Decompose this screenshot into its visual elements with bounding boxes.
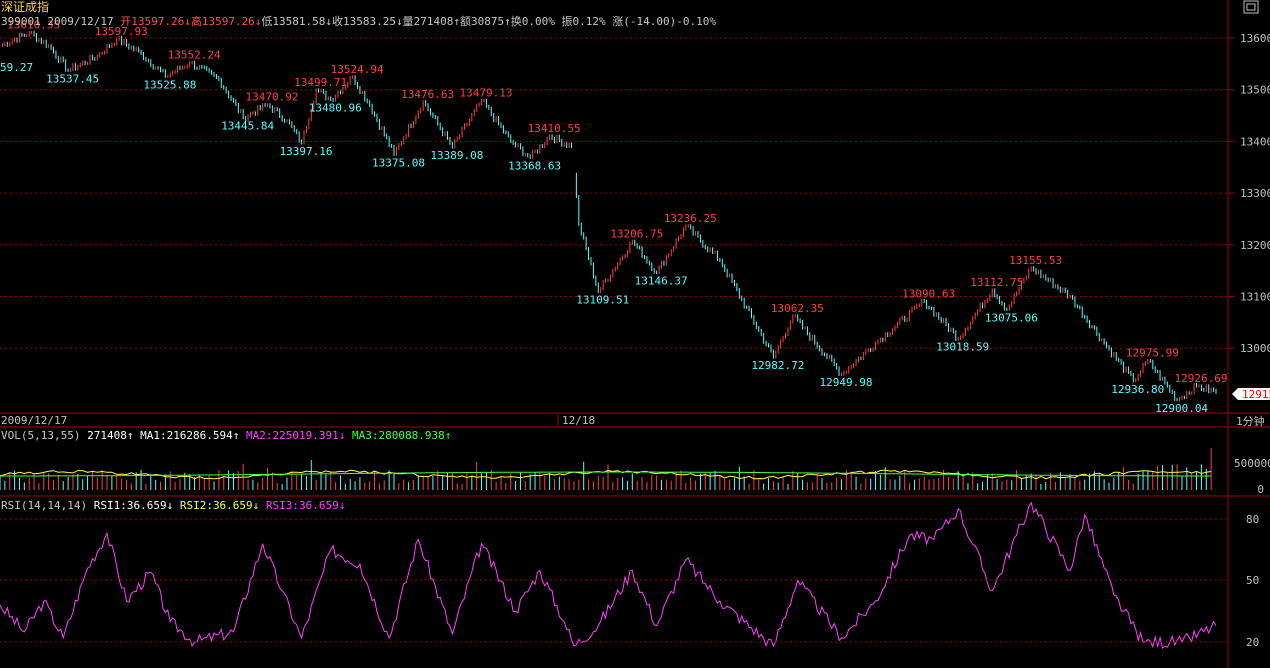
header-info-item: 低13581.58↓ (261, 15, 332, 28)
price-extreme-label: 13375.08 (372, 156, 425, 169)
price-extreme-label: 13479.13 (460, 86, 513, 99)
header-info-item: 振0.12% (562, 14, 613, 28)
volume-series (0, 448, 1212, 490)
price-extreme-label: 13525.88 (143, 78, 196, 91)
price-extreme-label: 13410.55 (528, 122, 581, 135)
header-info-item: 高13597.26↓ (191, 14, 262, 28)
price-extreme-label: 12982.72 (751, 359, 804, 372)
vol-tick-high: 500000 (1234, 457, 1270, 470)
period-label[interactable]: 1分钟 (1236, 414, 1265, 428)
price-extreme-label: 13146.37 (635, 275, 688, 288)
header-info-item: 开13597.26↓ (120, 15, 191, 28)
price-tick-label: 13400 (1240, 135, 1270, 148)
price-extreme-label: 13206.75 (610, 227, 663, 240)
price-extreme-label: 12975.99 (1126, 347, 1179, 360)
price-extreme-label: 13610.35 (7, 19, 60, 32)
price-tick-label: 13300 (1240, 187, 1270, 200)
price-tick-label: 13500 (1240, 84, 1270, 97)
price-series (1, 30, 1217, 402)
rsi-tick-20: 20 (1246, 636, 1259, 649)
vol-indicator-item: MA1:216286.594↑ (133, 429, 239, 442)
price-extreme-label: 12900.04 (1155, 402, 1208, 415)
header-info-line: 399001 2009/12/17 开13597.26↓高13597.26↓低1… (1, 14, 716, 28)
current-price-value: 12915 (1242, 388, 1270, 401)
price-extreme-label: 13389.08 (430, 149, 483, 162)
vol-indicator-item: 271408↑ (87, 429, 133, 442)
rsi-tick-80: 80 (1246, 513, 1259, 526)
price-extreme-label: 13476.63 (401, 88, 454, 101)
rsi-indicator-item: RSI(14,14,14) (1, 499, 94, 512)
rsi-tick-50: 50 (1246, 574, 1259, 587)
time-label-mid: 12/18 (562, 414, 595, 427)
vol-indicator-item: MA3:280088.938↑ (345, 429, 451, 442)
price-tick-label: 13100 (1240, 291, 1270, 304)
price-extreme-label: 13090.63 (902, 287, 955, 300)
index-name: 深证成指 (1, 0, 49, 14)
price-tick-label: 13200 (1240, 239, 1270, 252)
price-extreme-label: 13112.75 (970, 276, 1023, 289)
price-extreme-label: 12926.69 (1175, 372, 1228, 385)
price-extreme-label: 12949.98 (819, 376, 872, 389)
price-extreme-label: 13368.63 (508, 160, 561, 173)
price-tick-label: 13000 (1240, 342, 1270, 355)
price-extreme-label: 13155.53 (1009, 254, 1062, 267)
header-info-item: 额30875↑ (460, 15, 511, 28)
vol-ma3-line (0, 471, 1212, 477)
header-info-item: 涨(-14.00)-0.10% (612, 15, 716, 28)
vol-indicator-line: VOL(5,13,55) 271408↑ MA1:216286.594↑ MA2… (1, 429, 451, 442)
vol-tick-zero: 0 (1257, 483, 1264, 496)
rsi-line (0, 501, 1217, 649)
header-info-item: 量271408↑ (403, 15, 460, 28)
rsi-indicator-line: RSI(14,14,14) RSI1:36.659↓ RSI2:36.659↓ … (1, 499, 345, 512)
rsi-indicator-item: RSI1:36.659↓ (94, 499, 173, 512)
price-extreme-label: 13524.94 (331, 63, 384, 76)
price-extreme-label: 13499.71 (294, 76, 347, 89)
time-label-start: 2009/12/17 (1, 414, 67, 427)
price-extreme-label: 13236.25 (664, 212, 717, 225)
price-tick-label: 13600 (1240, 32, 1270, 45)
price-extreme-label: 13552.24 (168, 49, 221, 62)
header-info-item: 换0.00% (511, 14, 562, 28)
rsi-series (0, 501, 1217, 649)
price-extreme-label: 13537.45 (46, 72, 99, 85)
rsi-indicator-item: RSI2:36.659↓ (173, 499, 259, 512)
price-extreme-label: 13397.16 (280, 145, 333, 158)
price-extreme-label: 13062.35 (771, 302, 824, 315)
price-extreme-label: 13597.93 (95, 25, 148, 38)
price-extreme-labels: 13610.35 59.27 13537.45 13597.93 13525.88 135… (0, 19, 1228, 415)
rsi-indicator-item: RSI3:36.659↓ (259, 499, 345, 512)
vol-indicator-item: MA2:225019.391↓ (239, 429, 345, 442)
current-price-badge: 12915 (1232, 388, 1270, 401)
price-extreme-label: 13445.84 (221, 120, 274, 133)
price-extreme-label: 59.27 (0, 61, 33, 74)
vol-ma-line (0, 469, 1212, 480)
restore-window-icon[interactable] (1243, 0, 1259, 14)
price-extreme-label: 13109.51 (576, 294, 629, 307)
price-extreme-label: 13470.92 (246, 91, 299, 104)
price-axis: 13600 13500 13400 13300 13200 13100 13000 (1228, 32, 1270, 355)
vol-indicator-item: VOL(5,13,55) (1, 429, 87, 442)
price-extreme-label: 13075.06 (985, 311, 1038, 324)
price-extreme-label: 12936.80 (1111, 383, 1164, 396)
price-extreme-label: 13018.59 (936, 341, 989, 354)
header-info-item: 收13583.25↓ (332, 14, 403, 28)
price-extreme-label: 13480.96 (309, 102, 362, 115)
header-info-item: 399001 2009/12/17 (1, 15, 120, 28)
